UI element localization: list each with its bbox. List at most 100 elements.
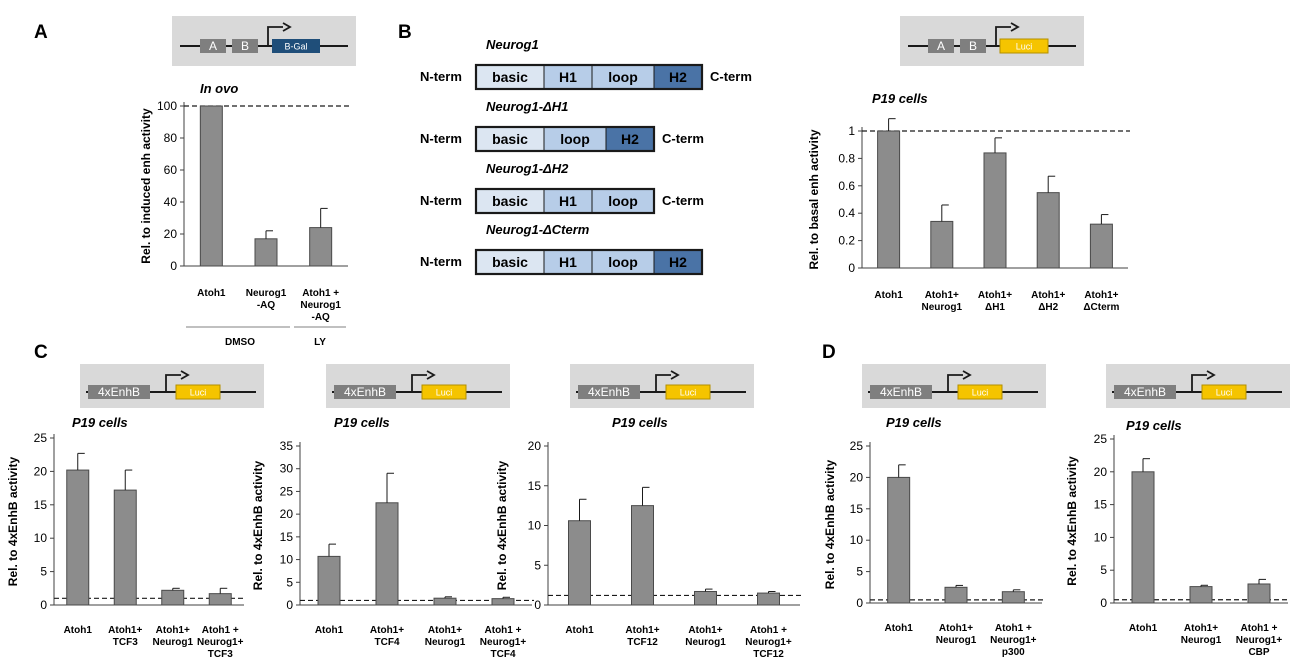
promoter-arrow-icon: [947, 374, 963, 392]
construct-name: Neurog1: [486, 37, 539, 52]
bar: [877, 130, 901, 269]
dmso-group-label: DMSO: [225, 337, 255, 348]
bar: [375, 502, 399, 606]
category-label: Atoh1+ ΔCterm: [1083, 290, 1119, 313]
category-label-line: Neurog1: [425, 637, 466, 648]
chart-title: P19 cells: [1126, 418, 1182, 433]
bar: [1036, 192, 1060, 269]
domain-label: H1: [559, 254, 577, 270]
chart-b: P19 cells Rel. to basal enh activity 0 0.2 0…: [807, 91, 1130, 313]
c-term-label: C-term: [662, 193, 704, 208]
panel-label-c: C: [34, 342, 48, 363]
enhancer-box: [1114, 385, 1176, 399]
construct-schematics: Neurog1 N-term basic H1 loop H2 C-term Neurog1-…: [420, 37, 752, 276]
domain-box-basic: [475, 249, 545, 275]
category-label: Atoh1+ TCF3: [108, 625, 142, 648]
y-axis-label: Rel. to 4xEnhB activity: [823, 459, 837, 589]
bar: [1131, 471, 1155, 604]
y-tick-label: 1: [848, 124, 855, 138]
category-label-line: Neurog1+: [1236, 635, 1283, 646]
promoter-arrow-icon: [267, 26, 283, 46]
domain-label: loop: [608, 193, 638, 209]
construct-row: Neurog1-ΔCterm N-term basic H1 loop H2: [420, 222, 704, 276]
y-tick-label: 10: [1094, 530, 1108, 544]
domain-label: H2: [669, 69, 687, 85]
construct-name: Neurog1-ΔH1: [486, 99, 568, 114]
c-term-label: C-term: [710, 69, 752, 84]
category-label-line: Neurog1+: [480, 637, 527, 648]
reporter-enhb-1: 4xEnhB Luci: [80, 364, 264, 408]
promoter-arrow-icon: [165, 374, 181, 392]
reporter-gene-label: Luci: [972, 388, 989, 398]
category-label-line: Atoh1 +: [202, 625, 239, 636]
category-label-line: Neurog1: [922, 302, 963, 313]
category-label-line: Atoh1: [884, 623, 913, 634]
y-tick-label: 0: [170, 259, 177, 273]
reporter-gene-box: [957, 384, 1003, 400]
arrow-head-icon: [962, 370, 972, 380]
reporter-enhb-3: 4xEnhB Luci: [570, 364, 754, 408]
category-label-line: TCF3: [113, 637, 138, 648]
domain-label: H1: [559, 69, 577, 85]
category-label-line: Atoh1+: [625, 625, 659, 636]
category-label-line: Neurog1+: [197, 637, 244, 648]
c-term-label: C-term: [662, 131, 704, 146]
enhancer-box-b-label: B: [241, 39, 249, 53]
chart-c2: P19 cells Rel. to 4xEnhB activity 0 5 10 15 20…: [251, 415, 534, 660]
category-label-line: Atoh1: [1129, 623, 1158, 634]
bar: [309, 227, 333, 267]
chart-title: P19 cells: [334, 415, 390, 430]
y-tick-label: 20: [280, 507, 294, 521]
bar: [254, 238, 278, 267]
category-label-line: ΔH1: [985, 302, 1005, 313]
enhancer-box-b: [232, 39, 258, 53]
y-tick-label: 5: [534, 558, 541, 572]
construct-name: Neurog1-ΔH2: [486, 161, 569, 176]
category-label-line: Atoh1: [565, 625, 594, 636]
construct-name: Neurog1-ΔCterm: [486, 222, 590, 237]
category-label: Atoh1 + Neurog1 -AQ: [300, 288, 341, 323]
category-label: Atoh1+ Neurog1: [922, 290, 963, 313]
category-label-line: Atoh1+: [156, 625, 190, 636]
n-term-label: N-term: [420, 193, 462, 208]
y-tick-label: 0: [1100, 596, 1107, 610]
bar: [757, 592, 780, 606]
bar: [1247, 583, 1271, 604]
promoter-arrow-icon: [1191, 374, 1207, 392]
bar: [631, 505, 654, 606]
bar: [1001, 591, 1025, 604]
n-term-label: N-term: [420, 69, 462, 84]
chart-title: In ovo: [200, 81, 238, 96]
reporter-enhb-4: 4xEnhB Luci: [862, 364, 1046, 408]
y-tick-label: 25: [850, 439, 864, 453]
domain-label: basic: [492, 193, 528, 209]
y-tick-label: 15: [280, 530, 294, 544]
category-label-line: TCF12: [627, 637, 658, 648]
enhancer-box-b: [960, 39, 986, 53]
enhancer-box: [578, 385, 640, 399]
category-label: Atoh1 + Neurog1+ TCF12: [745, 625, 792, 660]
reporter-gene-label: Luci: [1016, 42, 1033, 52]
category-label-line: -AQ: [311, 312, 330, 323]
category-label-line: Atoh1 +: [750, 625, 787, 636]
n-term-label: N-term: [420, 254, 462, 269]
promoter-arrow-icon: [995, 26, 1011, 46]
y-axis-label: Rel. to 4xEnhB activity: [1065, 456, 1079, 586]
bar: [66, 469, 90, 606]
panel-label-a: A: [34, 22, 48, 43]
domain-label: basic: [492, 69, 528, 85]
y-tick-label: 0.2: [838, 234, 855, 248]
y-tick-label: 5: [286, 575, 293, 589]
bar: [983, 152, 1007, 269]
y-tick-label: 80: [164, 131, 178, 145]
treatment-groups: DMSO LY: [186, 326, 346, 348]
y-axis-label: Rel. to 4xEnhB activity: [251, 460, 265, 590]
category-label: Atoh1: [1129, 623, 1158, 634]
category-label-line: TCF4: [491, 649, 516, 660]
category-label-line: TCF4: [375, 637, 400, 648]
arrow-head-icon: [426, 370, 436, 380]
enhancer-box-label: 4xEnhB: [98, 385, 140, 399]
ly-group-label: LY: [314, 337, 326, 348]
category-label-line: Atoh1+: [370, 625, 404, 636]
bar: [887, 476, 911, 604]
